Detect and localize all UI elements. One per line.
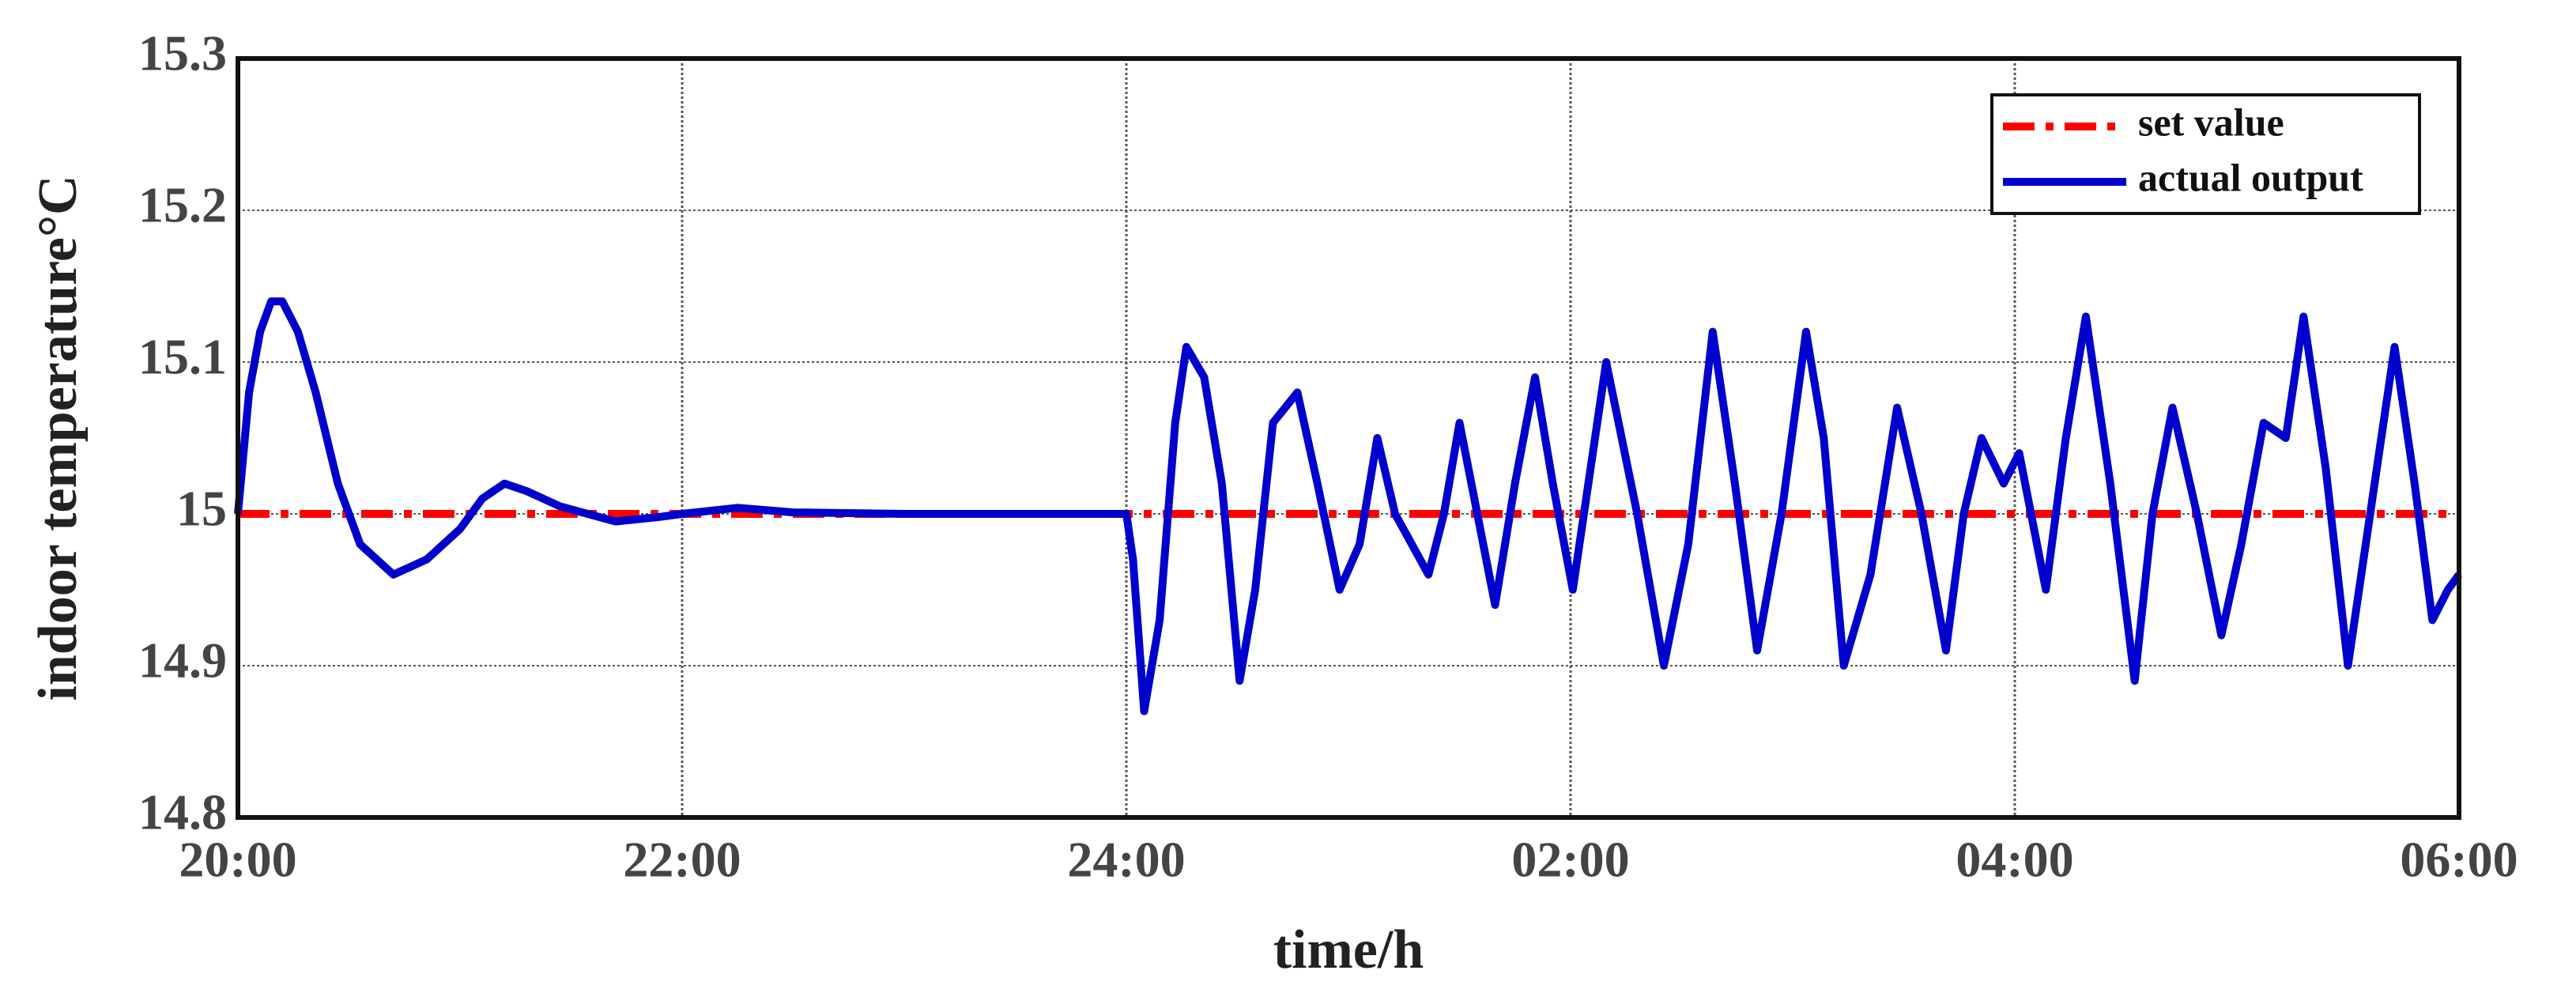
legend-box — [1990, 93, 2421, 215]
y-tick-label: 15.3 — [138, 25, 227, 81]
y-axis-label: indoor temperature°C — [28, 175, 89, 700]
y-tick-label: 15.1 — [138, 329, 227, 385]
legend-label: actual output — [2138, 155, 2363, 199]
y-tick-label: 14.9 — [138, 632, 227, 689]
y-tick-label: 15 — [176, 481, 227, 537]
x-tick-label: 20:00 — [179, 832, 296, 888]
legend-label: set value — [2138, 100, 2284, 144]
x-tick-label: 04:00 — [1956, 832, 2073, 888]
y-tick-label: 14.8 — [138, 784, 227, 840]
x-tick-label: 22:00 — [623, 832, 741, 888]
x-axis-label: time/h — [1273, 919, 1424, 980]
x-tick-label: 02:00 — [1511, 832, 1629, 888]
x-tick-label: 24:00 — [1067, 832, 1185, 888]
data-line — [234, 297, 2463, 715]
x-tick-label: 06:00 — [2400, 832, 2518, 888]
y-tick-label: 15.2 — [138, 177, 227, 233]
plot-frame — [236, 56, 2461, 820]
